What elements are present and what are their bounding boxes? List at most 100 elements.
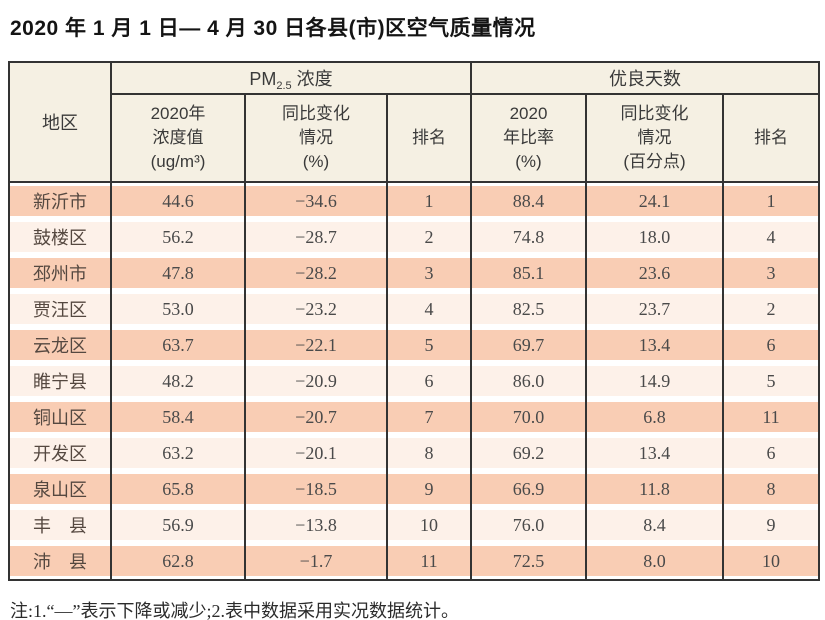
cell-days-rank: 6 [721,327,821,363]
table-row: 开发区 63.2 −20.1 8 69.2 13.4 6 [8,435,821,471]
cell-pm-value: 44.6 [110,182,246,219]
cell-days-change: 23.7 [585,291,724,327]
cell-pm-rank: 7 [386,399,472,435]
cell-pm-rank: 3 [386,255,472,291]
table-row: 铜山区 58.4 −20.7 7 70.0 6.8 11 [8,399,821,435]
cell-pm-change: −20.1 [244,435,388,471]
cell-pm-value: 48.2 [110,363,246,399]
cell-days-rank: 6 [721,435,821,471]
cell-pm-rank: 10 [386,507,472,543]
cell-days-change: 23.6 [585,255,724,291]
cell-days-rate: 86.0 [470,363,587,399]
cell-pm-value: 53.0 [110,291,246,327]
cell-pm-change: −13.8 [244,507,388,543]
cell-pm-change: −23.2 [244,291,388,327]
cell-pm-rank: 1 [386,182,472,219]
header-group-row: 地区 PM2.5 浓度 优良天数 [8,61,821,183]
cell-pm-change: −20.9 [244,363,388,399]
cell-pm-value: 56.2 [110,219,246,255]
cell-days-rate: 70.0 [470,399,587,435]
cell-days-rank: 2 [721,291,821,327]
cell-pm-rank: 6 [386,363,472,399]
cell-region: 丰 县 [8,507,112,543]
cell-days-change: 11.8 [585,471,724,507]
cell-region: 鼓楼区 [8,219,112,255]
cell-days-rate: 82.5 [470,291,587,327]
table-row: 邳州市 47.8 −28.2 3 85.1 23.6 3 [8,255,821,291]
cell-pm-change: −1.7 [244,543,388,580]
col-header-pm-value: 2020年 浓度值 (ug/m³) [110,93,246,183]
pm25-suffix: 浓度 [296,68,333,89]
cell-pm-change: −20.7 [244,399,388,435]
cell-days-rate: 76.0 [470,507,587,543]
footnote: 注:1.“—”表示下降或减少;2.表中数据采用实况数据统计。 [10,601,459,620]
cell-pm-value: 63.2 [110,435,246,471]
cell-days-change: 13.4 [585,327,724,363]
cell-days-rank: 10 [721,543,821,580]
table-row: 云龙区 63.7 −22.1 5 69.7 13.4 6 [8,327,821,363]
cell-region: 新沂市 [8,182,112,219]
group-header-good-days: 优良天数 [469,61,821,95]
cell-pm-change: −28.7 [244,219,388,255]
header-sub-row: 2020年 浓度值 (ug/m³) 同比变化 情况 (%) 排名 2020 年比… [9,93,821,183]
table-row: 沛 县 62.8 −1.7 11 72.5 8.0 10 [8,543,821,580]
cell-pm-value: 62.8 [110,543,246,580]
cell-days-rate: 69.7 [470,327,587,363]
cell-days-rate: 85.1 [470,255,587,291]
pm25-subscript: 2.5 [276,79,292,92]
col-header-days-rate: 2020 年比率 (%) [470,93,587,183]
col-header-region: 地区 [8,61,112,183]
cell-pm-change: −34.6 [244,182,388,219]
cell-days-change: 8.0 [585,543,724,580]
cell-days-rank: 1 [721,182,821,219]
cell-pm-value: 47.8 [110,255,246,291]
cell-region: 沛 县 [8,543,112,580]
cell-days-rank: 5 [721,363,821,399]
cell-days-change: 6.8 [585,399,724,435]
cell-days-rank: 11 [721,399,821,435]
col-header-days-rank: 排名 [721,93,821,183]
cell-pm-rank: 2 [386,219,472,255]
cell-days-change: 18.0 [585,219,724,255]
cell-days-change: 24.1 [585,182,724,219]
cell-pm-change: −28.2 [244,255,388,291]
cell-days-change: 8.4 [585,507,724,543]
table-row: 贾汪区 53.0 −23.2 4 82.5 23.7 2 [8,291,821,327]
cell-pm-value: 63.7 [110,327,246,363]
cell-days-rank: 9 [721,507,821,543]
cell-region: 云龙区 [8,327,112,363]
table-row: 鼓楼区 56.2 −28.7 2 74.8 18.0 4 [8,219,821,255]
col-header-pm-rank: 排名 [386,93,472,183]
cell-pm-change: −22.1 [244,327,388,363]
cell-days-rank: 3 [721,255,821,291]
cell-days-change: 13.4 [585,435,724,471]
cell-days-rate: 88.4 [470,182,587,219]
cell-pm-rank: 8 [386,435,472,471]
col-header-pm-change: 同比变化 情况 (%) [244,93,388,183]
cell-pm-value: 56.9 [110,507,246,543]
cell-days-rate: 74.8 [470,219,587,255]
cell-pm-rank: 11 [386,543,472,580]
cell-region: 开发区 [8,435,112,471]
table-row: 丰 县 56.9 −13.8 10 76.0 8.4 9 [8,507,821,543]
cell-pm-change: −18.5 [244,471,388,507]
table-row: 睢宁县 48.2 −20.9 6 86.0 14.9 5 [8,363,821,399]
cell-region: 邳州市 [8,255,112,291]
table-row: 泉山区 65.8 −18.5 9 66.9 11.8 8 [8,471,821,507]
cell-pm-rank: 9 [386,471,472,507]
cell-days-rate: 69.2 [470,435,587,471]
group-header-pm25: PM2.5 浓度 [110,61,472,95]
cell-region: 睢宁县 [8,363,112,399]
cell-pm-value: 58.4 [110,399,246,435]
page-title: 2020 年 1 月 1 日— 4 月 30 日各县(市)区空气质量情况 [10,17,536,40]
air-quality-table: 地区 PM2.5 浓度 优良天数 2020年 浓度值 (ug/m³) 同比变化 … [8,61,821,581]
cell-days-rate: 72.5 [470,543,587,580]
col-header-days-change: 同比变化 情况 (百分点) [585,93,724,183]
cell-region: 铜山区 [8,399,112,435]
cell-days-rank: 4 [721,219,821,255]
cell-pm-rank: 5 [386,327,472,363]
table-body: 新沂市 44.6 −34.6 1 88.4 24.1 1 鼓楼区 56.2 −2… [8,182,821,580]
table-header: 地区 PM2.5 浓度 优良天数 2020年 浓度值 (ug/m³) 同比变化 … [8,61,821,183]
table-row: 新沂市 44.6 −34.6 1 88.4 24.1 1 [8,182,821,219]
